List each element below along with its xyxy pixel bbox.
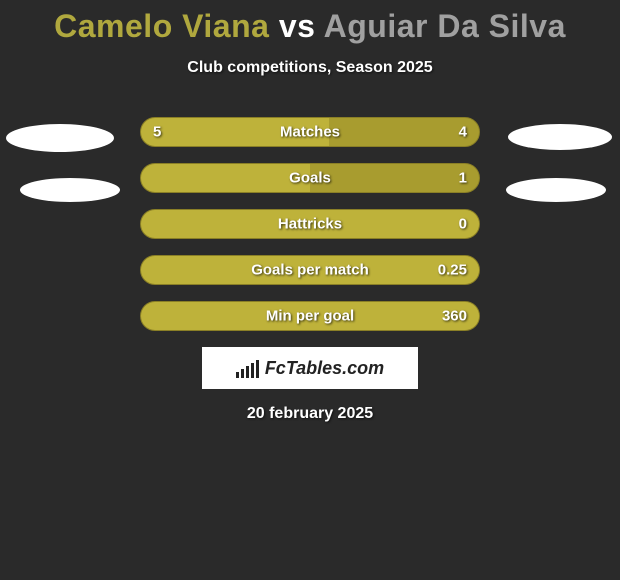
- stat-row-goals-per-match: Goals per match 0.25: [140, 255, 480, 285]
- stat-right-value: 360: [442, 308, 467, 325]
- stat-right-value: 4: [459, 124, 467, 141]
- stat-row-min-per-goal: Min per goal 360: [140, 301, 480, 331]
- stat-right-value: 0.25: [438, 262, 467, 279]
- subtitle: Club competitions, Season 2025: [0, 59, 620, 77]
- stat-row-matches: 5 Matches 4: [140, 117, 480, 147]
- vs-text: vs: [279, 8, 316, 44]
- stat-label: Goals: [289, 170, 331, 187]
- stat-row-hattricks: Hattricks 0: [140, 209, 480, 239]
- stat-right-value: 1: [459, 170, 467, 187]
- player1-name: Camelo Viana: [54, 8, 269, 44]
- stat-row-goals: Goals 1: [140, 163, 480, 193]
- logo-text: FcTables.com: [265, 358, 384, 379]
- stat-label: Matches: [280, 124, 340, 141]
- stat-left-value: 5: [153, 124, 161, 141]
- logo-box: FcTables.com: [202, 347, 418, 389]
- stat-label: Goals per match: [251, 262, 369, 279]
- stat-right-value: 0: [459, 216, 467, 233]
- stats-container: 5 Matches 4 Goals 1 Hattricks 0 Goals pe…: [0, 117, 620, 331]
- player2-name: Aguiar Da Silva: [324, 8, 566, 44]
- date-text: 20 february 2025: [0, 405, 620, 423]
- stat-label: Hattricks: [278, 216, 342, 233]
- logo-bars-icon: [236, 358, 259, 378]
- stat-fill: [141, 164, 310, 192]
- stat-label: Min per goal: [266, 308, 354, 325]
- comparison-title: Camelo Viana vs Aguiar Da Silva: [0, 0, 620, 45]
